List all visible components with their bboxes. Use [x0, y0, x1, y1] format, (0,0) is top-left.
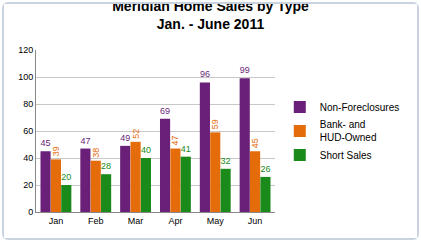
svg-text:20: 20 — [23, 180, 33, 190]
svg-text:45: 45 — [41, 138, 51, 148]
svg-text:Short Sales: Short Sales — [320, 150, 372, 161]
svg-text:Meridian Home Sales by TypeJan: Meridian Home Sales by TypeJan. - June 2… — [112, 4, 309, 32]
svg-text:120: 120 — [18, 45, 33, 55]
svg-text:99: 99 — [240, 65, 250, 75]
svg-text:Jun: Jun — [248, 216, 263, 226]
svg-text:May: May — [207, 216, 225, 226]
svg-text:28: 28 — [101, 161, 111, 171]
svg-text:40: 40 — [23, 153, 33, 163]
svg-text:Feb: Feb — [88, 216, 104, 226]
svg-text:32: 32 — [221, 156, 231, 166]
svg-text:96: 96 — [200, 69, 210, 79]
svg-text:38: 38 — [91, 148, 101, 158]
svg-text:Non-Foreclosures: Non-Foreclosures — [320, 102, 399, 113]
svg-text:59: 59 — [210, 119, 220, 129]
svg-text:39: 39 — [51, 146, 61, 156]
svg-text:Bank- andHUD-Owned: Bank- andHUD-Owned — [320, 119, 377, 143]
svg-text:45: 45 — [250, 138, 260, 148]
svg-text:47: 47 — [80, 136, 90, 146]
svg-text:20: 20 — [61, 172, 71, 182]
svg-text:26: 26 — [260, 164, 270, 174]
svg-text:69: 69 — [160, 106, 170, 116]
svg-text:100: 100 — [18, 72, 33, 82]
svg-text:60: 60 — [23, 126, 33, 136]
svg-text:0: 0 — [28, 207, 33, 217]
svg-text:Jan: Jan — [49, 216, 64, 226]
svg-text:47: 47 — [170, 136, 180, 146]
svg-text:41: 41 — [181, 144, 191, 154]
svg-text:49: 49 — [120, 133, 130, 143]
svg-text:80: 80 — [23, 99, 33, 109]
svg-text:Mar: Mar — [128, 216, 144, 226]
svg-text:Apr: Apr — [168, 216, 182, 226]
svg-text:52: 52 — [131, 129, 141, 139]
svg-text:40: 40 — [141, 145, 151, 155]
